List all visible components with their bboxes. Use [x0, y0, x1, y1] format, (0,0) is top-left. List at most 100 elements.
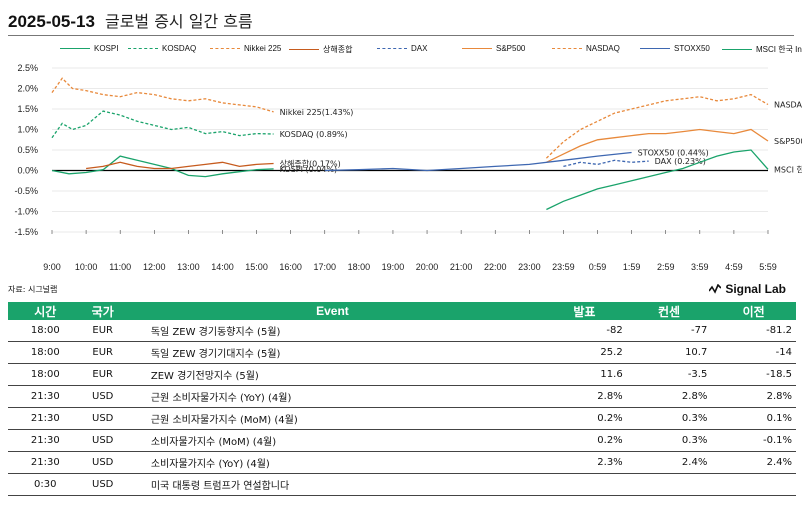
event-consensus: -77: [626, 320, 712, 342]
x-tick-label: 3:59: [691, 262, 709, 272]
legend-label: S&P500: [496, 44, 526, 53]
x-tick-label: 17:00: [313, 262, 336, 272]
x-tick-label: 11:00: [109, 262, 131, 272]
event-name: 독일 ZEW 경기동향지수 (5월): [122, 320, 543, 342]
brand-name: Signal Lab: [725, 282, 786, 296]
event-currency: USD: [82, 451, 123, 474]
legend-swatch: [210, 48, 240, 49]
legend-swatch: [552, 48, 582, 49]
page-title: 글로벌 증시 일간 흐름: [104, 12, 253, 31]
x-tick-label: 20:00: [416, 262, 439, 272]
table-row: 18:00 EUR ZEW 경기전망지수 (5월) 11.6 -3.5 -18.5: [8, 363, 796, 386]
series-line: [51, 77, 274, 113]
event-consensus: 2.8%: [626, 385, 712, 408]
legend-swatch: [462, 48, 492, 49]
event-currency: EUR: [82, 363, 123, 386]
event-consensus: [626, 473, 712, 496]
signal-wave-icon: [709, 284, 722, 294]
report-date: 2025-05-13: [8, 12, 95, 31]
legend-swatch: [60, 48, 90, 49]
event-consensus: -3.5: [626, 363, 712, 386]
x-tick-label: 23:59: [552, 262, 575, 272]
event-name: 독일 ZEW 경기기대지수 (5월): [122, 341, 543, 364]
table-row: 21:30 USD 소비자물가지수 (YoY) (4월) 2.3% 2.4% 2.4%: [8, 451, 796, 474]
table-row: 21:30 USD 소비자물가지수 (MoM) (4월) 0.2% 0.3% -0.1%: [8, 429, 796, 452]
series-end-label: MSCI 한국 Index Fund(0.03%): [774, 165, 802, 174]
series-line: [563, 159, 649, 168]
x-tick-label: 9:00: [43, 262, 61, 272]
event-previous: -0.1%: [711, 429, 796, 452]
x-tick-label: 1:59: [623, 262, 641, 272]
y-tick-label: -0.5%: [14, 186, 38, 196]
x-tick-label: 16:00: [279, 262, 302, 272]
event-previous: 0.1%: [711, 407, 796, 430]
x-tick-label: 13:00: [177, 262, 200, 272]
y-tick-label: -1.0%: [14, 207, 38, 217]
y-tick-label: 0.0%: [17, 166, 38, 176]
series-line: [51, 155, 274, 178]
series-end-label: S&P500 (0.72%): [774, 137, 802, 146]
x-tick-label: 21:00: [450, 262, 473, 272]
table-row: 18:00 EUR 독일 ZEW 경기동향지수 (5월) -82 -77 -81.2: [8, 320, 796, 342]
y-tick-label: 1.5%: [17, 104, 38, 114]
legend-label: MSCI 한국 Index Fund: [756, 45, 802, 54]
legend-item: MSCI 한국 Index Fund: [722, 44, 802, 55]
legend-swatch: [289, 49, 319, 50]
event-name: 미국 대통령 트럼프가 연설합니다: [122, 473, 543, 496]
table-row: 21:30 USD 근원 소비자물가지수 (YoY) (4월) 2.8% 2.8% 2.8…: [8, 385, 796, 408]
event-consensus: 10.7: [626, 341, 712, 364]
legend-item: KOSDAQ: [128, 44, 196, 53]
series-line: [86, 161, 274, 170]
legend-label: KOSDAQ: [162, 44, 197, 53]
event-name: 소비자물가지수 (MoM) (4월): [122, 429, 543, 452]
x-tick-label: 2:59: [657, 262, 675, 272]
legend-swatch: [640, 48, 670, 49]
event-previous: -81.2: [711, 320, 796, 342]
table-row: 18:00 EUR 독일 ZEW 경기기대지수 (5월) 25.2 10.7 -14: [8, 341, 796, 364]
series-end-label: Nikkei 225(1.43%): [280, 108, 354, 117]
source-row: 자료: 시그널랩 Signal Lab: [8, 282, 794, 296]
series-end-label: 상해종합(0.17%): [280, 159, 341, 169]
event-actual: 2.8%: [542, 385, 627, 408]
source-text: 자료: 시그널랩: [8, 285, 58, 294]
event-consensus: 0.3%: [626, 407, 712, 430]
series-end-label: KOSPI (0.04%): [280, 165, 338, 174]
event-actual: 2.3%: [542, 451, 627, 474]
chart-legend: KOSPI KOSDAQ Nikkei 225 상해종합 DAX S&P500 NASDAQ…: [40, 44, 802, 60]
header-previous: 이전: [711, 302, 796, 320]
event-previous: 2.8%: [711, 385, 796, 408]
event-actual: -82: [542, 320, 627, 342]
title-row: 2025-05-13 글로벌 증시 일간 흐름: [8, 8, 253, 32]
event-time: 21:30: [8, 385, 83, 408]
event-time: 18:00: [8, 363, 83, 386]
legend-label: NASDAQ: [586, 44, 620, 53]
header-currency: 국가: [82, 302, 123, 320]
line-chart: 2.5% 2.0% 1.5% 1.0% 0.5% 0.0% -0.5% -1.0% -1.5% 9…: [14, 63, 802, 272]
event-actual: 11.6: [542, 363, 627, 386]
x-tick-label: 0:59: [589, 262, 607, 272]
legend-label: DAX: [411, 44, 428, 53]
y-tick-label: 0.5%: [17, 145, 38, 155]
event-name: 근원 소비자물가지수 (YoY) (4월): [122, 385, 543, 408]
legend-item: 상해종합: [289, 44, 352, 55]
event-time: 0:30: [8, 473, 83, 496]
series-end-label: STOXX50 (0.44%): [638, 148, 709, 157]
series-line: [324, 151, 632, 172]
event-time: 21:30: [8, 407, 83, 430]
event-time: 18:00: [8, 341, 83, 364]
y-tick-label: 1.0%: [17, 125, 38, 135]
event-previous: -18.5: [711, 363, 796, 386]
series-line: [546, 128, 769, 163]
title-divider: [8, 35, 794, 36]
series-line: [51, 110, 274, 139]
legend-item: S&P500: [462, 44, 525, 53]
series-end-label: DAX (0.23%): [655, 157, 706, 166]
event-actual: 25.2: [542, 341, 627, 364]
legend-item: KOSPI: [60, 44, 118, 53]
event-time: 21:30: [8, 451, 83, 474]
x-tick-label: 4:59: [725, 262, 743, 272]
x-tick-label: 15:00: [245, 262, 268, 272]
y-tick-label: 2.0%: [17, 84, 38, 94]
y-tick-label: 2.5%: [17, 63, 38, 73]
header-time: 시간: [8, 302, 83, 320]
